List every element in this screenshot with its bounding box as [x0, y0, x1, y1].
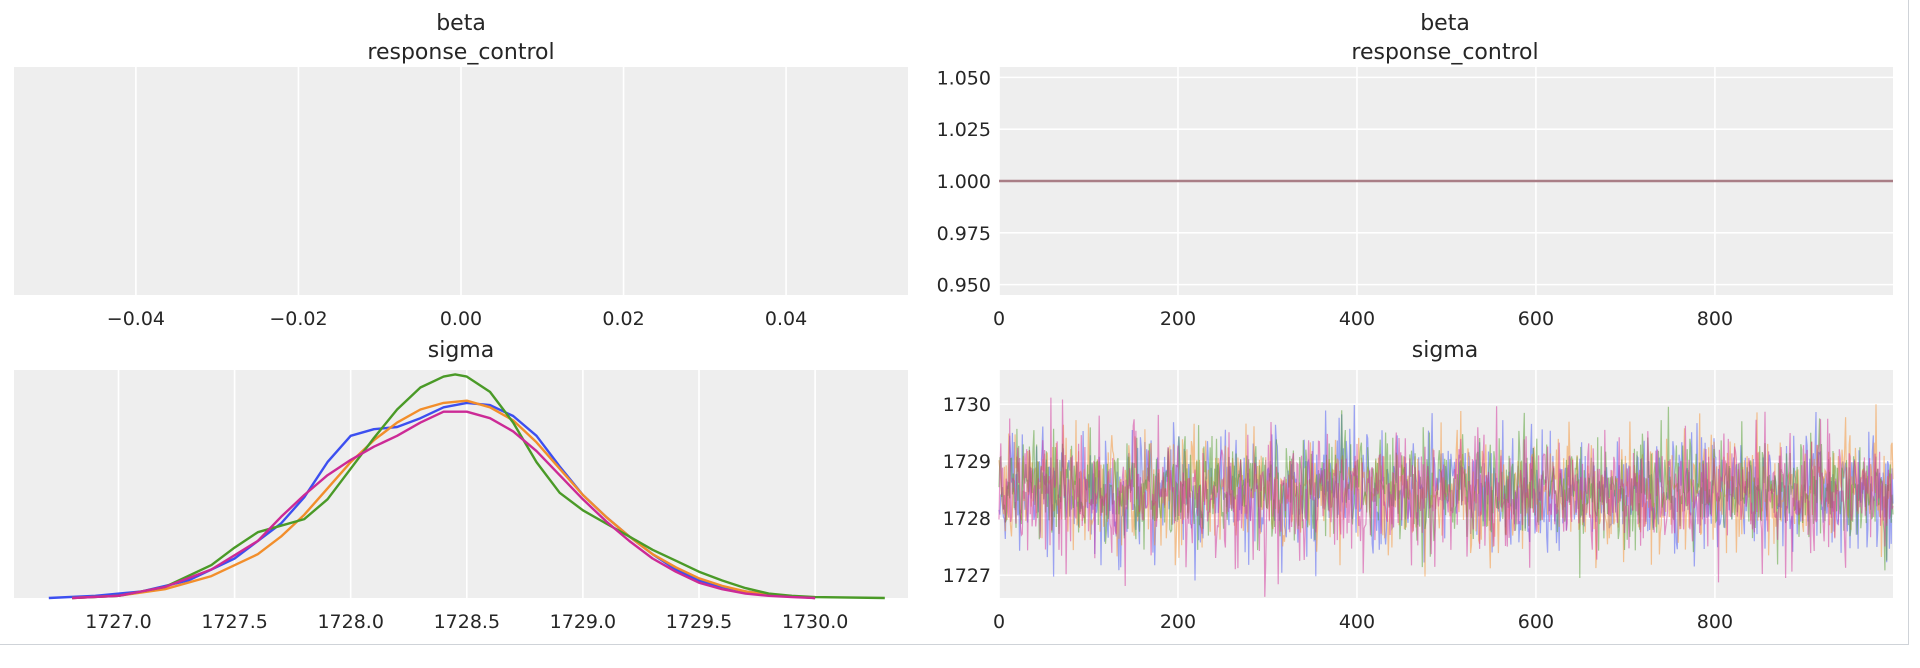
x-tick-label: 1727.0 [85, 611, 151, 633]
x-tick-label: 0.04 [765, 308, 807, 330]
x-tick-label: 200 [1160, 611, 1196, 633]
x-tick-label: −0.04 [107, 308, 165, 330]
y-tick-label: 1.025 [937, 119, 991, 141]
kde-curve-3 [72, 410, 816, 600]
x-tick-label: 800 [1697, 611, 1733, 633]
x-tick-label: 800 [1697, 308, 1733, 330]
beta-trace-panel: 0 200 400 600 800 0.950 0.975 1.000 1.025 1.050 b… [937, 11, 1893, 330]
sigma-kde-panel: 1727.0 1727.5 1728.0 1728.5 1729.0 1729.5 1730… [14, 338, 908, 633]
trace-plot-figure: −0.04 −0.02 0.00 0.02 0.04 beta response_con… [14, 11, 1894, 633]
x-tick-label: 1729.0 [550, 611, 616, 633]
panel-title: sigma [428, 338, 494, 363]
tick-labels: −0.04 −0.02 0.00 0.02 0.04 [107, 308, 807, 330]
tick-labels: 0 200 400 600 800 1727 1728 1729 1730 [943, 394, 1733, 633]
panel-title-line1: beta [436, 11, 486, 36]
x-tick-label: 1729.5 [666, 611, 732, 633]
y-tick-label: 1727 [943, 565, 991, 587]
series-layer [998, 397, 1894, 597]
x-tick-label: 600 [1518, 308, 1554, 330]
y-tick-label: 0.975 [937, 223, 991, 245]
grid-lines [135, 67, 787, 295]
figure-frame: −0.04 −0.02 0.00 0.02 0.04 beta response_con… [0, 0, 1909, 645]
kde-curve-2 [72, 373, 885, 600]
kde-curve-1 [72, 399, 816, 600]
y-tick-label: 1728 [943, 508, 991, 530]
x-tick-label: 1728.0 [317, 611, 383, 633]
panel-title-line2: response_control [1351, 40, 1538, 65]
panel-title-line2: response_control [367, 40, 554, 65]
grid-lines [117, 370, 816, 598]
x-tick-label: 1730.0 [782, 611, 848, 633]
x-tick-label: 600 [1518, 611, 1554, 633]
beta-kde-panel: −0.04 −0.02 0.00 0.02 0.04 beta response_con… [14, 11, 908, 330]
y-tick-label: 0.950 [937, 275, 991, 297]
y-tick-label: 1730 [943, 394, 991, 416]
tick-labels: 0 200 400 600 800 0.950 0.975 1.000 1.025 1.050 [937, 67, 1733, 330]
x-tick-label: 0 [993, 308, 1005, 330]
y-tick-label: 1729 [943, 451, 991, 473]
trace-line-3 [998, 397, 1894, 597]
plot-area [14, 370, 908, 598]
x-tick-label: −0.02 [269, 308, 327, 330]
y-tick-label: 1.050 [937, 67, 991, 89]
series-layer [48, 373, 885, 600]
x-tick-label: 0.00 [440, 308, 482, 330]
tick-labels: 1727.0 1727.5 1728.0 1728.5 1729.0 1729.5 1730… [85, 611, 848, 633]
panel-title: sigma [1412, 338, 1478, 363]
sigma-trace-panel: 0 200 400 600 800 1727 1728 1729 1730 sigma [943, 338, 1894, 633]
panel-title-line1: beta [1420, 11, 1470, 36]
x-tick-label: 400 [1339, 611, 1375, 633]
x-tick-label: 0 [993, 611, 1005, 633]
x-tick-label: 1728.5 [434, 611, 500, 633]
x-tick-label: 1727.5 [201, 611, 267, 633]
x-tick-label: 0.02 [602, 308, 644, 330]
x-tick-label: 200 [1160, 308, 1196, 330]
x-tick-label: 400 [1339, 308, 1375, 330]
y-tick-label: 1.000 [937, 171, 991, 193]
